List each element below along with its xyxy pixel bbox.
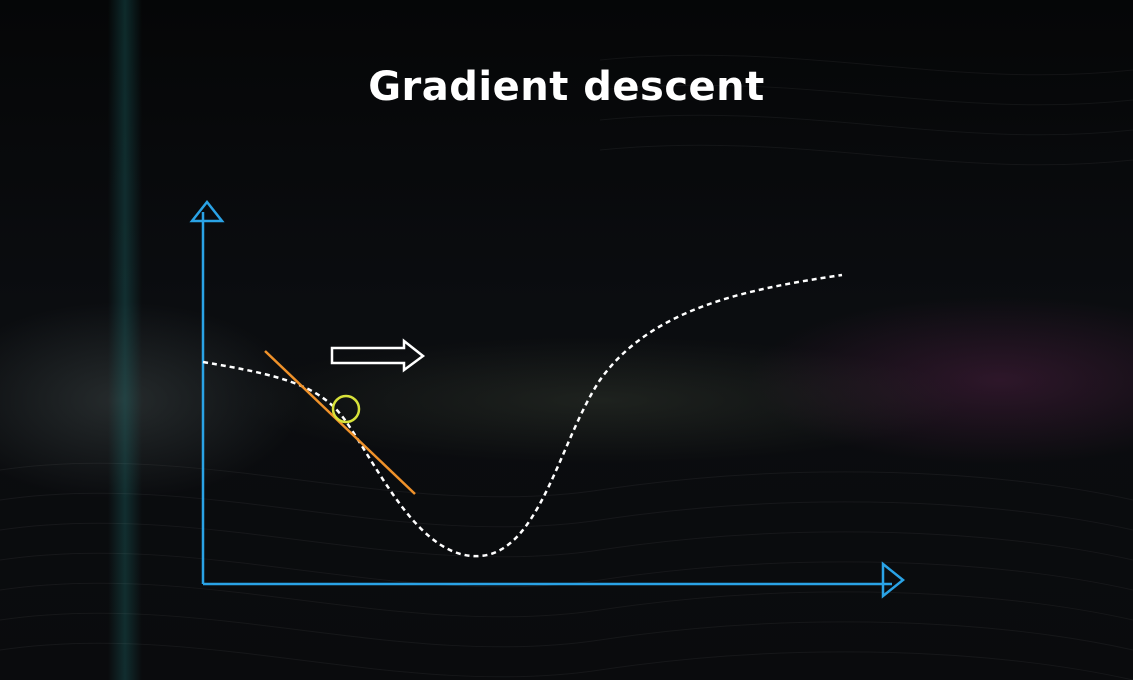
loss-curve (202, 273, 843, 558)
y-axis-arrowhead-icon (189, 199, 225, 223)
tangent-line (264, 350, 416, 495)
current-point-marker (331, 394, 361, 424)
background-wave-lines (0, 54, 1133, 680)
x-axis-arrowhead-icon (881, 561, 906, 599)
page-title: Gradient descent (368, 64, 765, 110)
light-beam-decoration (108, 0, 142, 680)
right-arrow-icon (330, 338, 426, 373)
